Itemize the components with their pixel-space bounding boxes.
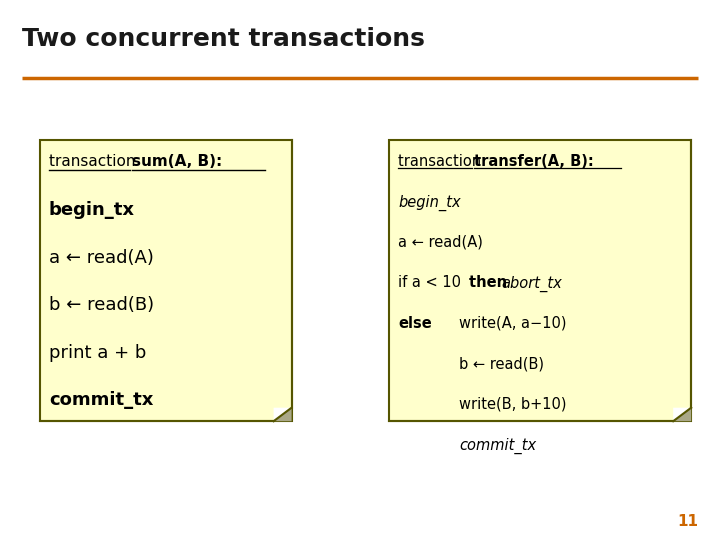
Text: a ← read(A): a ← read(A)	[398, 235, 483, 250]
Text: 11: 11	[678, 514, 698, 529]
Polygon shape	[274, 408, 292, 421]
Text: write(B, b+10): write(B, b+10)	[459, 397, 567, 412]
Polygon shape	[274, 408, 292, 421]
Text: begin_tx: begin_tx	[49, 201, 135, 219]
Text: write(A, a−10): write(A, a−10)	[459, 316, 567, 331]
Text: transaction: transaction	[49, 154, 140, 169]
Text: if a < 10: if a < 10	[398, 275, 466, 291]
Text: transfer(A, B):: transfer(A, B):	[474, 154, 593, 169]
Text: b ← read(B): b ← read(B)	[459, 356, 544, 372]
Polygon shape	[673, 408, 691, 421]
Text: Two concurrent transactions: Two concurrent transactions	[22, 27, 425, 51]
Text: sum(A, B):: sum(A, B):	[132, 154, 222, 169]
Text: b ← read(B): b ← read(B)	[49, 296, 154, 314]
Text: abort_tx: abort_tx	[501, 275, 562, 292]
Text: commit_tx: commit_tx	[49, 392, 153, 409]
Text: commit_tx: commit_tx	[459, 437, 536, 454]
Text: else: else	[398, 316, 432, 331]
FancyBboxPatch shape	[389, 140, 691, 421]
Text: begin_tx: begin_tx	[398, 194, 461, 211]
FancyBboxPatch shape	[40, 140, 292, 421]
Text: then: then	[469, 275, 512, 291]
Text: transaction: transaction	[398, 154, 486, 169]
Polygon shape	[673, 408, 691, 421]
Text: print a + b: print a + b	[49, 344, 146, 362]
Text: a ← read(A): a ← read(A)	[49, 249, 154, 267]
